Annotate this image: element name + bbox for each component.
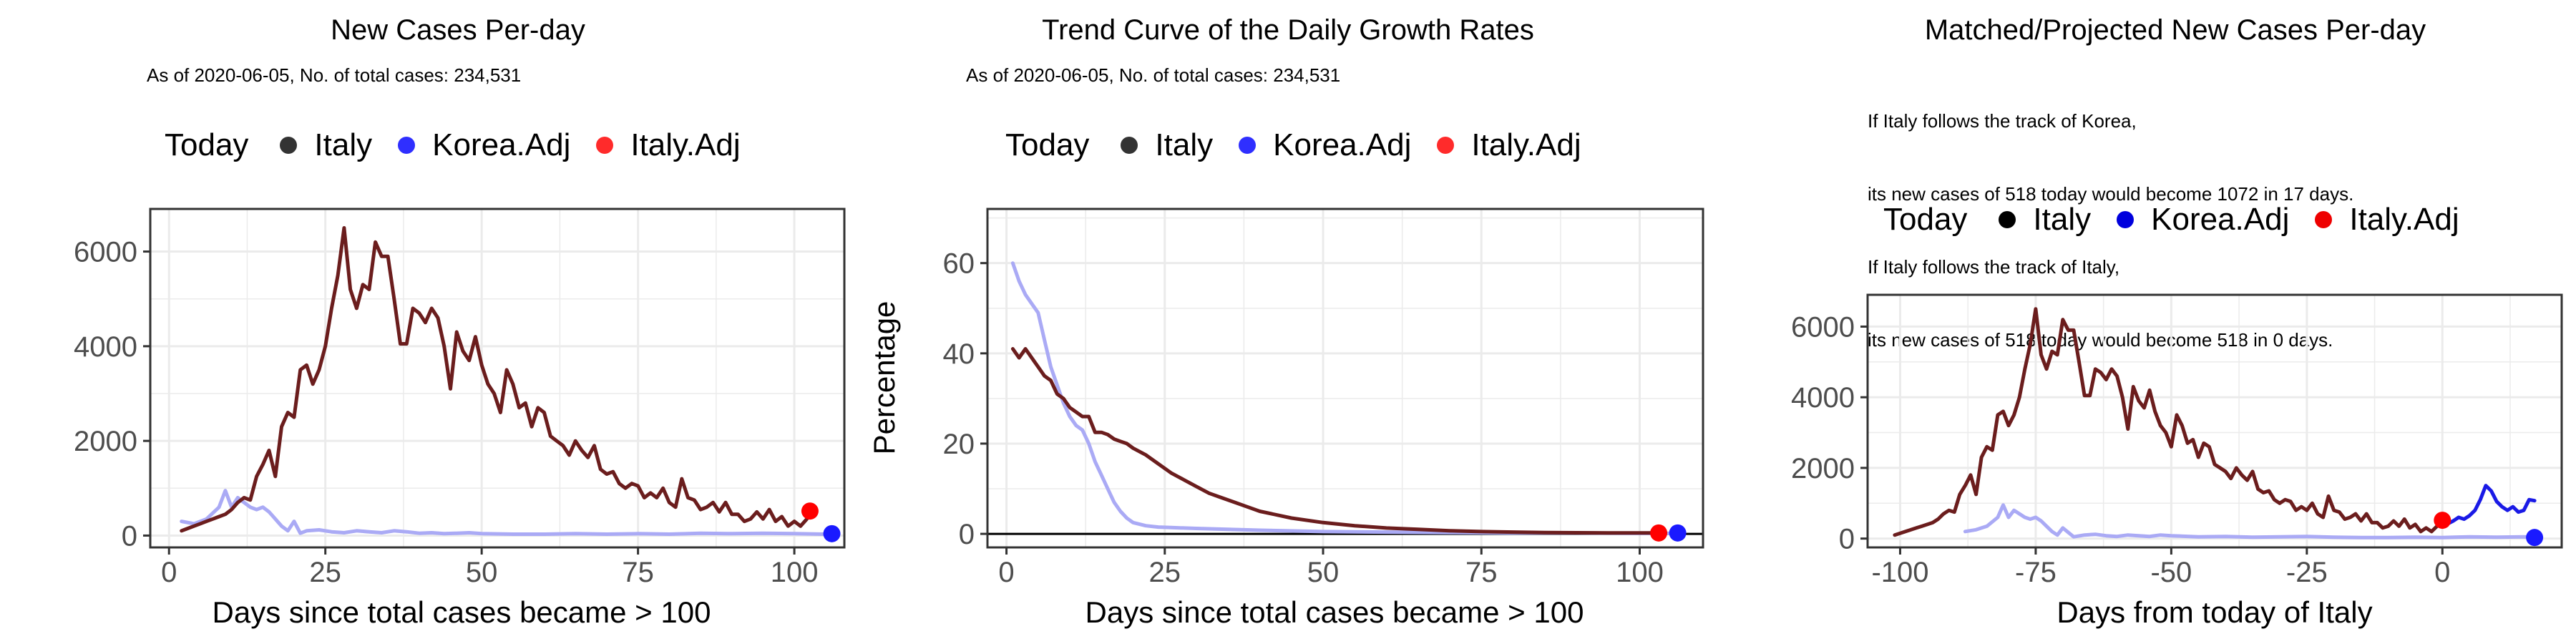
x-tick-label: 25 [309, 557, 341, 588]
legend-item-italy: Italy [1999, 202, 2091, 238]
legend-dot-icon [1437, 137, 1455, 154]
legend-item-korea-adj: Korea.Adj [398, 127, 570, 163]
marker-korea-adj [823, 525, 841, 542]
y-tick-label: 6000 [1791, 311, 1855, 343]
series-line-korea-adj [1963, 503, 2537, 540]
chart-svg: -100 -75 -50 -25 0 0 2000 4000 6000 Days from tod… [1791, 293, 2563, 629]
chart-title: Trend Curve of the Daily Growth Rates [1042, 14, 1534, 46]
x-tick-label: 100 [771, 557, 819, 588]
x-tick-label: 75 [1465, 557, 1498, 588]
chart-panel-projected: Matched/Projected New Cases Per-day If I… [1717, 0, 2576, 644]
annotation-line: its new cases of 518 today would become … [1868, 329, 2333, 351]
legend-item-korea-adj: Korea.Adj [2117, 202, 2289, 238]
x-tick-label: 75 [622, 557, 654, 588]
legend-dot-icon [398, 137, 416, 154]
chart-svg: 0 25 50 75 100 0 2000 4000 6000 Days since total … [74, 208, 846, 629]
legend-title: Today [165, 127, 249, 162]
chart-title: New Cases Per-day [331, 14, 585, 46]
chart-svg: 0 25 50 75 100 0 20 40 60 Days since total cases … [867, 208, 1704, 629]
y-tick-label: 4000 [1791, 382, 1855, 414]
legend-dot-icon [280, 137, 298, 154]
x-tick-label: -75 [2015, 557, 2057, 588]
legend-dot-icon [596, 137, 614, 154]
chart-panel-new-cases: New Cases Per-day As of 2020-06-05, No. … [0, 0, 859, 644]
legend: Today Italy Korea.Adj Italy.Adj [1883, 202, 2485, 238]
legend-item-italy: Italy [1121, 127, 1213, 163]
x-tick-label: 0 [161, 557, 177, 588]
x-tick-label: 25 [1149, 557, 1181, 588]
series-line-korea-adj [1010, 261, 1680, 535]
x-tick-label: 0 [998, 557, 1014, 588]
series-line-italy [180, 226, 809, 533]
y-tick-label: 0 [959, 519, 975, 550]
series-line-italy [1893, 307, 2444, 537]
x-axis-label: Days since total cases became > 100 [1085, 595, 1584, 629]
x-tick-label: 50 [466, 557, 498, 588]
chart-title: Matched/Projected New Cases Per-day [1924, 14, 2426, 46]
legend-title: Today [1883, 202, 1968, 237]
legend-dot-icon [2315, 211, 2333, 228]
plot-frame [149, 208, 846, 549]
y-tick-label: 0 [122, 520, 137, 552]
series-line-korea-adj [180, 489, 828, 536]
legend-dot-icon [1999, 211, 2016, 228]
y-tick-label: 60 [943, 248, 975, 280]
x-tick-label: -50 [2150, 557, 2192, 588]
legend-dot-icon [1121, 137, 1138, 154]
y-axis-label: Percentage [867, 301, 901, 455]
y-tick-label: 2000 [74, 426, 137, 457]
x-axis-label: Days from today of Italy [2057, 595, 2372, 629]
marker-italy-adj [2434, 512, 2451, 530]
legend: Today Italy Korea.Adj Italy.Adj [1005, 127, 1607, 163]
annotation-line: its new cases of 518 today would become … [1868, 183, 2354, 205]
marker-italy-adj [1650, 524, 1668, 542]
annotation-line: If Italy follows the track of Italy, [1868, 256, 2120, 278]
x-tick-label: 50 [1307, 557, 1340, 588]
chart-subtitle: As of 2020-06-05, No. of total cases: 23… [147, 64, 522, 86]
x-tick-label: 100 [1616, 557, 1664, 588]
legend: Today Italy Korea.Adj Italy.Adj [165, 127, 766, 163]
annotation-line: If Italy follows the track of Korea, [1868, 110, 2137, 132]
chart-subtitle: As of 2020-06-05, No. of total cases: 23… [966, 64, 1341, 86]
x-tick-label: -25 [2286, 557, 2328, 588]
legend-item-italy-adj: Italy.Adj [2315, 202, 2459, 238]
x-tick-label: -100 [1871, 557, 1928, 588]
series-line-korea-adj-projected [2440, 484, 2537, 526]
annotation: If Italy follows the track of Korea, its… [1868, 60, 2353, 401]
y-tick-label: 20 [943, 429, 975, 460]
plot-frame [986, 208, 1704, 549]
chart-panel-growth-rates: Trend Curve of the Daily Growth Rates As… [859, 0, 1717, 644]
marker-korea-adj [2526, 529, 2544, 547]
marker-korea-adj [1669, 524, 1687, 542]
series-line-italy [1010, 347, 1661, 535]
legend-item-italy-adj: Italy.Adj [1437, 127, 1581, 163]
legend-dot-icon [2117, 211, 2135, 228]
y-tick-label: 2000 [1791, 453, 1855, 484]
y-tick-label: 6000 [74, 237, 137, 268]
legend-title: Today [1005, 127, 1090, 162]
legend-item-italy-adj: Italy.Adj [596, 127, 741, 163]
x-axis-label: Days since total cases became > 100 [213, 595, 711, 629]
legend-item-korea-adj: Korea.Adj [1239, 127, 1411, 163]
plot-frame [1866, 293, 2563, 549]
x-tick-label: 0 [2434, 557, 2450, 588]
y-tick-label: 0 [1839, 524, 1855, 555]
y-tick-label: 40 [943, 338, 975, 370]
legend-dot-icon [1239, 137, 1257, 154]
y-tick-label: 4000 [74, 331, 137, 363]
marker-italy-adj [801, 502, 819, 520]
legend-item-italy: Italy [280, 127, 372, 163]
